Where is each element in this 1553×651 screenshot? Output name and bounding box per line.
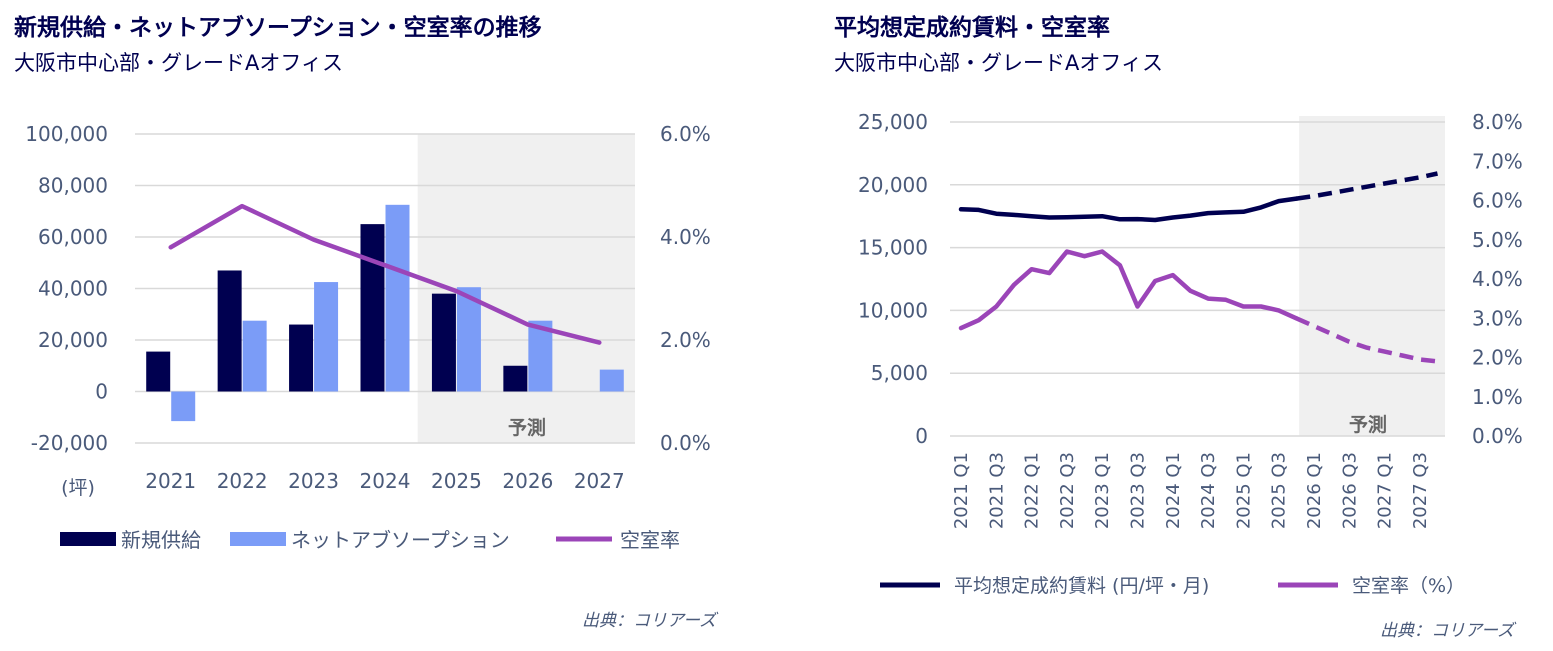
left-source-note: 出典：コリアーズ [582,611,717,631]
right-chart-panel: 平均想定成約賃料・空室率 大阪市中心部・グレードAオフィス 0 5,000 10,0… [820,0,1553,651]
left-y-tick-label: 40,000 [38,277,108,301]
bar-new-supply-2024 [360,224,385,392]
right-x-tick-label: 2026 Q1 [1304,452,1325,529]
right-legend: 平均想定成約賃料 (円/坪・月) 空室率（%） [880,575,1465,597]
left-y-tick-label: 0 [95,380,108,404]
right-x-tick-label: 2021 Q3 [986,452,1007,529]
bar-new-supply-2025 [431,293,456,392]
right-y2-tick-label: 3.0% [1472,306,1523,330]
right-y2-tick-label: 6.0% [1472,189,1523,213]
left-chart-title: 新規供給・ネットアブソープション・空室率の推移 [14,15,542,41]
right-y2-tick-label: 8.0% [1472,110,1523,134]
right-y-tick-label: 5,000 [871,361,928,385]
right-y2-tick-label: 5.0% [1472,228,1523,252]
line-rent-forecast [1295,171,1438,201]
right-x-tick-label: 2023 Q3 [1128,452,1149,529]
left-x-tick-label: 2021 [145,469,196,493]
left-legend: 新規供給 ネットアブソープション 空室率 [60,528,680,552]
bar-new-supply-2023 [289,324,314,392]
right-x-tick-label: 2027 Q3 [1410,452,1431,529]
right-source-note: 出典：コリアーズ [1380,621,1515,641]
right-forecast-label: 予測 [1349,413,1387,436]
left-x-tick-label: 2026 [502,469,553,493]
right-chart-subtitle: 大阪市中心部・グレードAオフィス [834,51,1163,75]
line-vacancy-actual [958,249,1299,331]
right-x-tick-label: 2022 Q3 [1057,452,1078,529]
bar-new-supply-2026 [503,365,528,392]
right-x-tick-label: 2025 Q3 [1269,452,1290,529]
left-chart-panel: 新規供給・ネットアブソープション・空室率の推移 大阪市中心部・グレードAオフィス… [0,0,760,651]
right-y2-tick-label: 4.0% [1472,267,1523,291]
right-x-tick-label: 2021 Q1 [951,452,972,529]
left-y-tick-label: 80,000 [38,174,108,198]
right-y-tick-label: 25,000 [858,110,928,134]
right-y2-tick-label: 2.0% [1472,346,1523,370]
bar-net-absorption-2022 [242,320,267,392]
left-x-tick-label: 2024 [360,469,411,493]
bar-net-absorption-2027 [599,369,624,392]
left-y-tick-label: -20,000 [31,431,108,455]
legend-label-vacancy-pct: 空室率（%） [1352,575,1465,597]
right-chart-svg: 0 5,000 10,000 15,000 20,000 25,000 0.0% 1.0% 2.… [858,110,1523,597]
bar-new-supply-2022 [217,270,242,392]
left-x-tick-label: 2025 [431,469,482,493]
legend-swatch-net-absorption [230,532,286,546]
left-chart-subtitle: 大阪市中心部・グレードAオフィス [14,51,343,75]
right-x-tick-label: 2027 Q1 [1375,452,1396,529]
left-y2-tick-label: 6.0% [660,122,711,146]
right-chart-title: 平均想定成約賃料・空室率 [834,15,1110,41]
right-y2-tick-label: 7.0% [1472,149,1523,173]
left-y2-tick-label: 4.0% [660,225,711,249]
legend-label-net-absorption: ネットアブソープション [291,528,510,552]
right-x-tick-label: 2022 Q1 [1022,452,1043,529]
right-y2-tick-label: 1.0% [1472,385,1523,409]
bar-net-absorption-2026 [528,320,553,392]
right-x-tick-label: 2023 Q1 [1092,452,1113,529]
right-x-tick-label: 2024 Q1 [1163,452,1184,529]
legend-swatch-new-supply [60,532,116,546]
right-y-tick-label: 20,000 [858,173,928,197]
left-y-tick-label: 100,000 [25,122,108,146]
left-y2-tick-label: 0.0% [660,431,711,455]
left-unit-label: (坪) [61,477,95,499]
legend-label-vacancy: 空室率 [620,528,680,552]
line-vacancy-forecast [1295,316,1438,364]
left-x-tick-label: 2027 [574,469,625,493]
right-forecast-region [1299,116,1445,436]
right-x-tick-label: 2025 Q1 [1233,452,1254,529]
left-forecast-label: 予測 [508,416,546,439]
right-y2-tick-label: 0.0% [1472,424,1523,448]
bar-net-absorption-2025 [456,287,481,392]
right-y-tick-label: 0 [915,424,928,448]
left-y-tick-label: 60,000 [38,225,108,249]
left-x-tick-label: 2022 [217,469,268,493]
bar-net-absorption-2024 [385,204,410,392]
legend-label-rent: 平均想定成約賃料 (円/坪・月) [954,575,1209,597]
right-x-tick-label: 2024 Q3 [1198,452,1219,529]
left-y2-tick-label: 2.0% [660,328,711,352]
line-vacancy-rate [168,203,602,345]
left-chart-svg: -20,000 0 20,000 40,000 60,000 80,000 100,000 0… [25,122,711,552]
right-y-tick-label: 10,000 [858,298,928,322]
right-x-tick-label: 2026 Q3 [1339,452,1360,529]
left-x-tick-label: 2023 [288,469,339,493]
left-y-tick-label: 20,000 [38,328,108,352]
bar-new-supply-2021 [146,351,171,392]
right-y-tick-label: 15,000 [858,236,928,260]
bar-net-absorption-2021 [171,391,196,422]
legend-label-new-supply: 新規供給 [121,528,201,552]
line-rent-actual [958,196,1299,223]
bar-net-absorption-2023 [314,282,339,392]
